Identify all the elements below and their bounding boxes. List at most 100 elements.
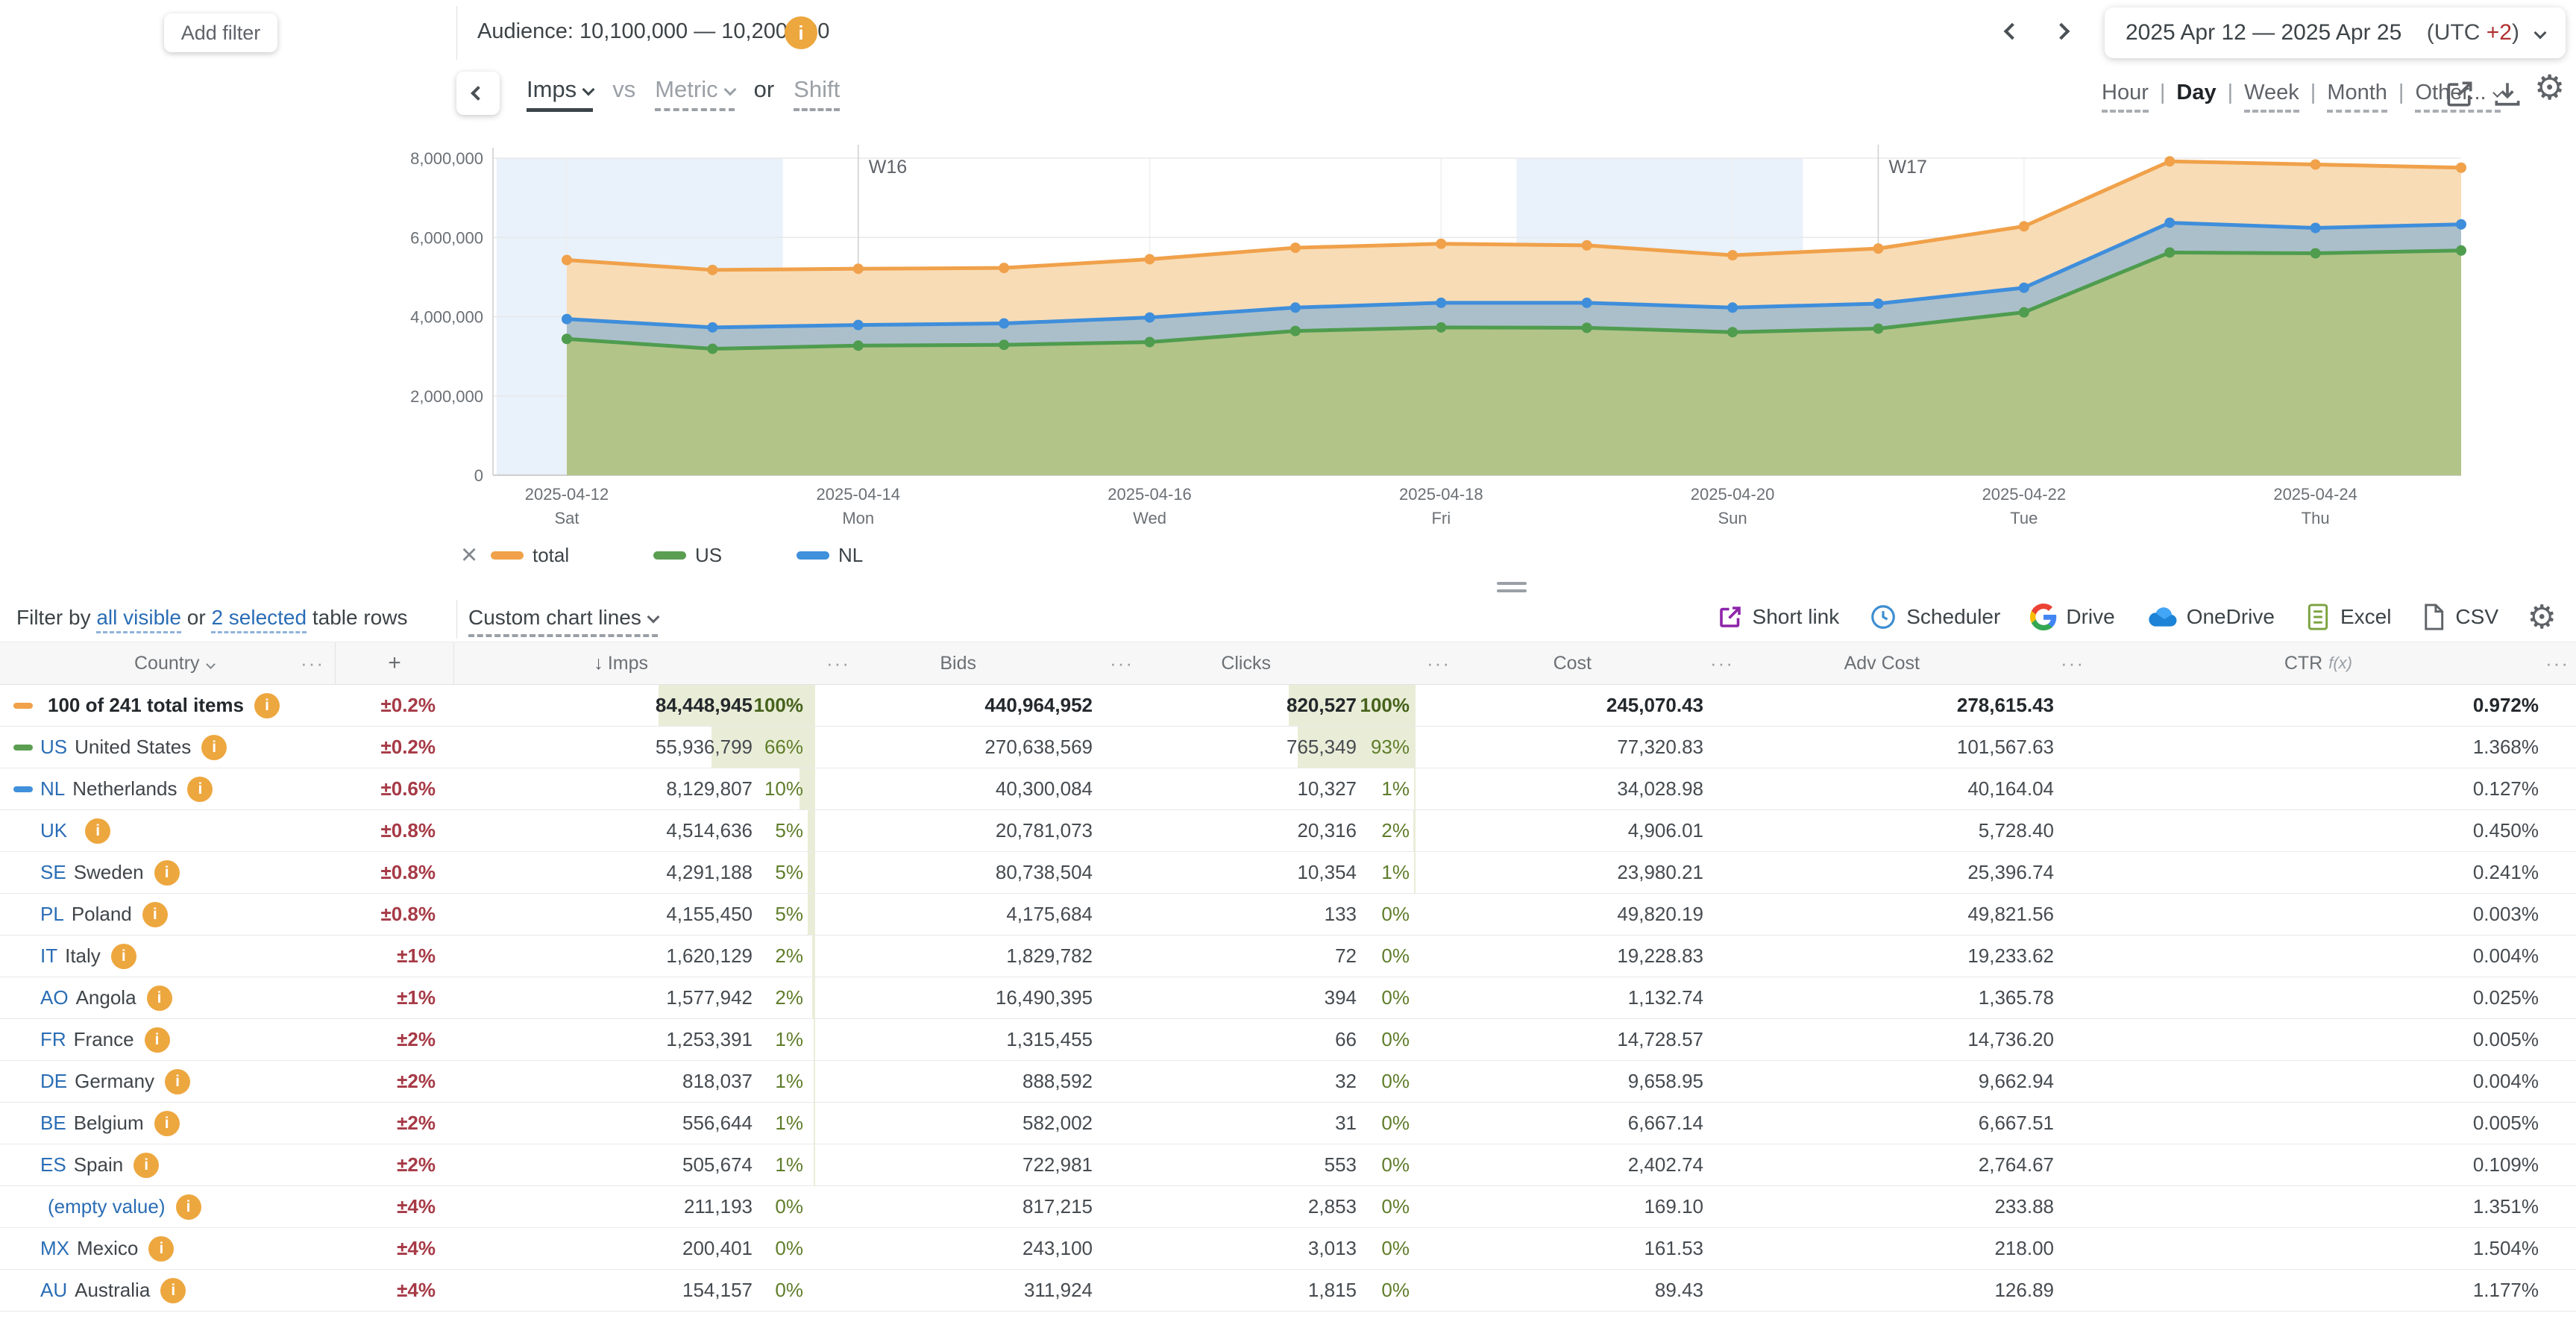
country-code-link[interactable]: SE — [40, 861, 66, 883]
cost-cell: 161.53 — [1644, 1237, 1703, 1259]
country-code-link[interactable]: AO — [40, 986, 69, 1009]
info-icon[interactable]: i — [142, 901, 168, 927]
country-cell: PL Poland i — [0, 894, 335, 935]
google-drive-icon — [2030, 604, 2057, 630]
chart-resize-handle[interactable] — [1497, 582, 1527, 597]
excel-button[interactable]: Excel — [2305, 603, 2391, 631]
add-column-button[interactable]: + — [335, 642, 454, 684]
custom-chart-lines-dropdown[interactable]: Custom chart lines — [468, 606, 660, 637]
table-row[interactable]: SE Sweden i ±0.8% 4,291,188 5% 80,738,50… — [0, 852, 2576, 894]
table-row[interactable]: DE Germany i ±2% 818,037 1% 888,592 32 0… — [0, 1061, 2576, 1103]
table-row[interactable]: IT Italy i ±1% 1,620,129 2% 1,829,782 72… — [0, 936, 2576, 977]
table-row[interactable]: AU Australia i ±4% 154,157 0% 311,924 1,… — [0, 1270, 2576, 1312]
spacer-cell — [2054, 1270, 2091, 1311]
legend-item-us[interactable]: US — [653, 540, 722, 570]
table-row[interactable]: AO Angola i ±1% 1,577,942 2% 16,490,395 … — [0, 977, 2576, 1019]
info-icon[interactable]: i — [160, 1277, 186, 1303]
country-code-link[interactable]: AU — [40, 1279, 68, 1301]
column-header-cost[interactable]: Cost — [1553, 652, 1592, 674]
onedrive-button[interactable]: OneDrive — [2145, 604, 2275, 630]
table-row[interactable]: 100 of 241 total items i ±0.2% 84,448,94… — [0, 685, 2576, 727]
legend-item-total[interactable]: total — [491, 540, 569, 570]
granularity-day[interactable]: Day — [2176, 81, 2217, 104]
column-header-adv-cost[interactable]: Adv Cost — [1844, 652, 1920, 674]
granularity-week[interactable]: Week — [2244, 81, 2299, 113]
prev-range-button[interactable] — [2003, 22, 2021, 40]
info-icon[interactable]: i — [254, 692, 280, 718]
info-icon[interactable]: i — [146, 985, 172, 1011]
bids-cell: 582,002 — [1022, 1112, 1093, 1134]
gear-icon[interactable]: ⚙ — [2534, 68, 2566, 107]
column-menu-icon[interactable]: ··· — [2545, 651, 2569, 674]
country-code-link[interactable]: MX — [40, 1237, 69, 1259]
country-code-link[interactable]: NL — [40, 777, 66, 800]
download-icon[interactable] — [2491, 78, 2524, 113]
column-menu-icon[interactable]: ··· — [826, 651, 850, 674]
audience-info-icon[interactable]: i — [785, 16, 817, 49]
country-code-link[interactable]: UK — [40, 819, 68, 842]
table-row[interactable]: (empty value) i ±4% 211,193 0% 817,215 2… — [0, 1186, 2576, 1228]
column-menu-icon[interactable]: ··· — [2061, 651, 2085, 674]
back-button[interactable] — [456, 72, 500, 115]
table-row[interactable]: FR France i ±2% 1,253,391 1% 1,315,455 6… — [0, 1019, 2576, 1061]
country-code-link[interactable]: IT — [40, 944, 58, 967]
clicks-pct: 2% — [1381, 819, 1410, 842]
country-code-link[interactable]: PL — [40, 903, 64, 925]
table-row[interactable]: NL Netherlands i ±0.6% 8,129,807 10% 40,… — [0, 768, 2576, 810]
column-header-bids[interactable]: Bids — [940, 652, 976, 674]
add-filter-button[interactable]: Add filter — [164, 13, 277, 52]
spacer-cell — [1703, 1186, 1741, 1227]
info-icon[interactable]: i — [85, 818, 111, 844]
column-menu-icon[interactable]: ··· — [301, 651, 324, 674]
adv-cost-cell: 126.89 — [1994, 1279, 2054, 1301]
open-in-new-icon[interactable] — [2443, 78, 2476, 113]
info-icon[interactable]: i — [187, 776, 213, 802]
table-row[interactable]: UK i ±0.8% 4,514,636 5% 20,781,073 20,31… — [0, 810, 2576, 852]
next-range-button[interactable] — [2052, 22, 2070, 40]
cost-cell: 23,980.21 — [1617, 861, 1703, 883]
cost-cell: 169.10 — [1644, 1195, 1703, 1218]
primary-metric-dropdown[interactable]: Imps — [527, 76, 595, 112]
table-row[interactable]: ES Spain i ±2% 505,674 1% 722,981 553 0%… — [0, 1144, 2576, 1186]
column-header-ctr[interactable]: CTR f(x) — [2284, 652, 2352, 674]
column-menu-icon[interactable]: ··· — [1710, 651, 1734, 674]
info-icon[interactable]: i — [154, 859, 180, 886]
info-icon[interactable]: i — [154, 1110, 180, 1136]
drive-button[interactable]: Drive — [2030, 604, 2115, 630]
scheduler-button[interactable]: Scheduler — [1869, 603, 2000, 631]
close-icon[interactable]: × — [461, 539, 478, 571]
cost-cell: 245,070.43 — [1606, 694, 1703, 716]
info-icon[interactable]: i — [165, 1068, 191, 1094]
column-header-country[interactable]: Country ··· — [134, 651, 324, 674]
country-code-link[interactable]: ES — [40, 1153, 66, 1176]
country-code-link[interactable]: US — [40, 736, 68, 758]
country-code-link[interactable]: DE — [40, 1070, 68, 1092]
column-menu-icon[interactable]: ··· — [1427, 651, 1451, 674]
column-header-imps[interactable]: ↓ Imps — [594, 652, 648, 674]
info-icon[interactable]: i — [144, 1027, 170, 1053]
legend-item-nl[interactable]: NL — [797, 540, 863, 570]
info-icon[interactable]: i — [148, 1235, 175, 1262]
csv-button[interactable]: CSV — [2421, 603, 2498, 631]
country-code-link[interactable]: BE — [40, 1112, 66, 1134]
short-link-button[interactable]: Short link — [1717, 604, 1839, 630]
shift-toggle[interactable]: Shift — [794, 76, 841, 111]
column-header-clicks[interactable]: Clicks — [1221, 652, 1271, 674]
table-row[interactable]: PL Poland i ±0.8% 4,155,450 5% 4,175,684… — [0, 894, 2576, 936]
column-menu-icon[interactable]: ··· — [1110, 651, 1134, 674]
info-icon[interactable]: i — [133, 1152, 160, 1178]
info-icon[interactable]: i — [175, 1194, 201, 1220]
filter-selected-link[interactable]: 2 selected — [211, 606, 307, 633]
country-code-link[interactable]: FR — [40, 1028, 66, 1050]
granularity-hour[interactable]: Hour — [2102, 81, 2149, 113]
date-range-picker[interactable]: 2025 Apr 12 — 2025 Apr 25 (UTC +2) — [2105, 7, 2566, 58]
table-row[interactable]: US United States i ±0.2% 55,936,799 66% … — [0, 727, 2576, 768]
info-icon[interactable]: i — [110, 943, 136, 969]
info-icon[interactable]: i — [201, 734, 227, 760]
secondary-metric-dropdown[interactable]: Metric — [655, 76, 737, 111]
table-row[interactable]: MX Mexico i ±4% 200,401 0% 243,100 3,013… — [0, 1228, 2576, 1270]
table-row[interactable]: BE Belgium i ±2% 556,644 1% 582,002 31 0… — [0, 1103, 2576, 1144]
gear-icon[interactable]: ⚙ — [2527, 599, 2557, 636]
granularity-month[interactable]: Month — [2327, 81, 2387, 113]
filter-all-visible-link[interactable]: all visible — [96, 606, 181, 633]
